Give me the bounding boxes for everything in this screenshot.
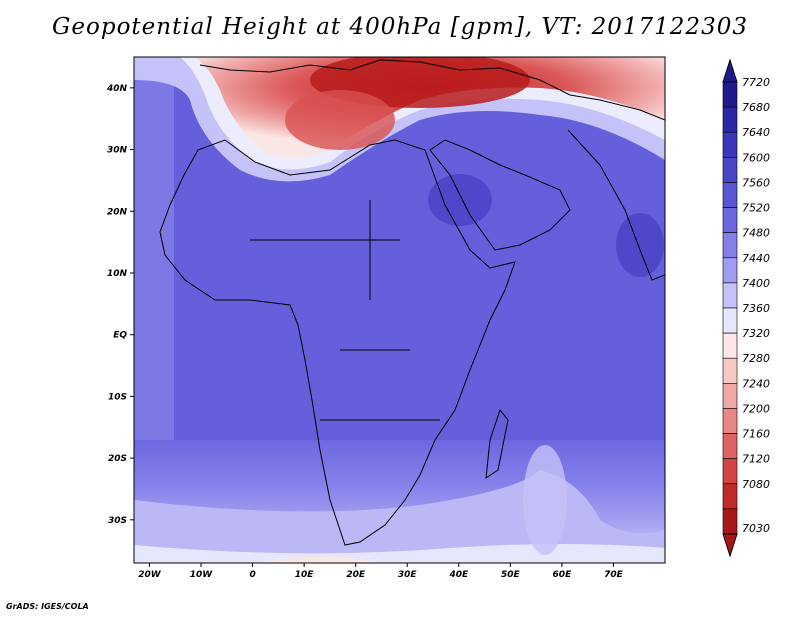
latitude-axis: 40N 30N 20N 10N EQ 10S 20S 30S (106, 84, 134, 526)
longitude-axis: 20W 10W 0 10E 20E 30E 40E 50E 60E 70E (138, 563, 624, 580)
colorbar-swatch (722, 157, 738, 183)
colorbar-level-label: 7520 (742, 202, 770, 215)
colorbar-level-label: 7680 (742, 101, 770, 114)
lat-tick-label: EQ (113, 331, 127, 341)
colorbar-swatch (722, 307, 738, 334)
colorbar-swatch (722, 508, 738, 535)
grads-credit: GrADS: IGES/COLA (6, 602, 89, 611)
colorbar-level-label: 7400 (742, 277, 770, 290)
colorbar-swatch (722, 282, 738, 309)
lat-tick-label: 20S (108, 454, 127, 464)
colorbar-swatch (722, 207, 738, 233)
colorbar-level-label: 7640 (742, 126, 770, 139)
colorbar-level-label: 7240 (742, 377, 770, 390)
colorbar-level-label: 7280 (742, 352, 770, 365)
lon-tick-label: 10E (295, 570, 315, 580)
map-frame (133, 56, 666, 564)
lon-tick-label: 50E (501, 570, 521, 580)
lon-tick-label: 70E (604, 570, 624, 580)
lat-tick-label: 20N (107, 207, 128, 217)
colorbar-level-label: 7120 (742, 453, 770, 466)
colorbar-swatch (722, 131, 738, 158)
colorbar-swatch (722, 357, 738, 384)
colorbar-level-label: 7030 (742, 522, 770, 535)
colorbar-swatch (722, 106, 738, 133)
lon-tick-label: 60E (553, 570, 573, 580)
colorbar-level-label: 7600 (742, 151, 770, 164)
lat-tick-label: 10S (108, 392, 127, 402)
colorbar-top-arrow (722, 58, 738, 83)
lon-tick-label: 40E (448, 570, 469, 580)
height-field (134, 57, 665, 563)
colorbar-level-label: 7720 (742, 76, 770, 89)
map-title: Geopotential Height at 400hPa [gpm], VT:… (52, 14, 748, 40)
colorbar-swatch (722, 81, 738, 108)
colorbar-level-label: 7320 (742, 327, 770, 340)
colorbar-level-label: 7160 (742, 428, 770, 441)
colorbar-swatch (722, 483, 738, 510)
coastlines (159, 59, 665, 546)
colorbar-swatch (722, 383, 738, 409)
colorbar-swatch (722, 408, 738, 434)
colorbar: 7720 7680 7640 7600 7560 7520 7480 7440 7400 7360… (722, 58, 770, 558)
colorbar-swatch (722, 257, 738, 284)
lat-tick-label: 30S (108, 516, 127, 526)
colorbar-swatch (722, 458, 738, 485)
lon-tick-label: 20E (346, 570, 366, 580)
lat-tick-label: 30N (107, 146, 128, 156)
colorbar-level-label: 7080 (742, 478, 770, 491)
colorbar-swatch (722, 232, 738, 259)
colorbar-level-label: 7360 (742, 302, 770, 315)
colorbar-level-label: 7480 (742, 227, 770, 240)
lat-tick-label: 40N (106, 84, 128, 94)
lon-tick-label: 30E (398, 570, 418, 580)
colorbar-level-label: 7440 (742, 252, 770, 265)
lon-tick-label: 10W (190, 570, 214, 580)
colorbar-level-label: 7560 (742, 176, 770, 189)
lon-tick-label: 0 (249, 570, 255, 580)
lon-tick-label: 20W (138, 570, 162, 580)
colorbar-swatch (722, 433, 738, 459)
colorbar-swatch (722, 332, 738, 359)
colorbar-level-label: 7200 (742, 402, 770, 415)
colorbar-swatch (722, 182, 738, 208)
lat-tick-label: 10N (107, 269, 128, 279)
colorbar-bottom-arrow (722, 533, 738, 558)
